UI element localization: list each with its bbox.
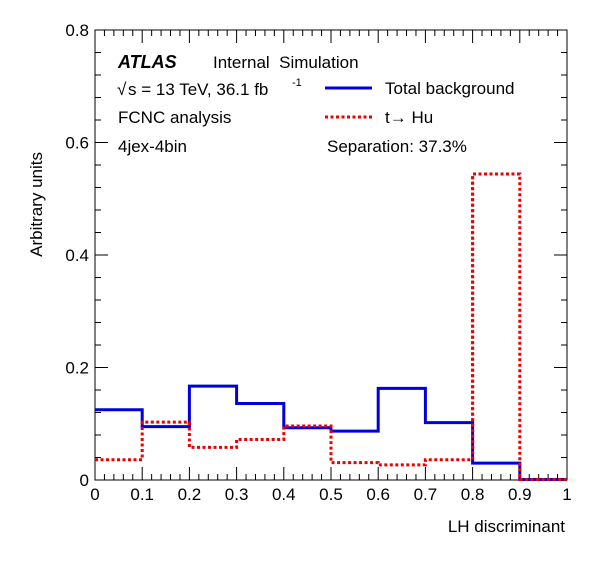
x-tick-label: 0.9 [508,485,532,504]
series-signal-bin [95,460,142,480]
sqrt-symbol: √ [117,80,127,99]
atlas-status-label: Internal Simulation [213,53,359,72]
series-total-background-outline [95,384,567,481]
x-tick-label: 0.6 [366,485,390,504]
legend-label-total-background: Total background [385,79,514,98]
y-axis-label: Arbitrary units [27,152,46,257]
x-tick-label: 0.5 [319,485,343,504]
x-tick-label: 0.3 [225,485,249,504]
x-axis-label: LH discriminant [448,517,565,536]
region-label: 4jex-4bin [118,137,187,156]
x-tick-label: 0.4 [272,485,296,504]
x-tick-label: 0.7 [414,485,438,504]
series-signal-bin [473,174,520,480]
series-layer [95,172,567,481]
atlas-label: ATLAS [117,52,177,72]
axes-layer [94,29,568,481]
series-signal-bin [425,460,472,480]
y-tick-label: 0.4 [65,246,89,265]
separation-label: Separation: 37.3% [327,137,467,156]
x-tick-label: 0.8 [461,485,485,504]
series-signal-bin [189,447,236,480]
series-signal-bin [284,426,331,480]
legend: Total background t→ Hu [325,79,514,127]
y-tick-label: 0.8 [65,21,89,40]
series-signal-bin [331,463,378,480]
lumi-exponent: -1 [292,77,302,89]
tick-label-layer: 0 0.1 0.2 0.3 0.4 0.5 0.6 0.7 0.8 0.9 1 0 0.2 0.4 0.6 0… [65,21,571,504]
x-tick-label: 0.1 [130,485,154,504]
series-signal-bin [237,440,284,481]
y-tick-label: 0.2 [65,359,89,378]
series-signal-bin [378,465,425,480]
x-tick-label: 0 [90,485,99,504]
series-signal-bin [142,422,189,480]
legend-label-signal: t→ Hu [385,108,433,127]
analysis-label: FCNC analysis [118,108,231,127]
series-signal-bin [520,479,567,480]
y-tick-label: 0.6 [65,134,89,153]
y-tick-label: 0 [80,471,89,490]
x-tick-label: 1 [562,485,571,504]
x-tick-label: 0.2 [178,485,202,504]
energy-lumi-label: s = 13 TeV, 36.1 fb [128,80,268,99]
